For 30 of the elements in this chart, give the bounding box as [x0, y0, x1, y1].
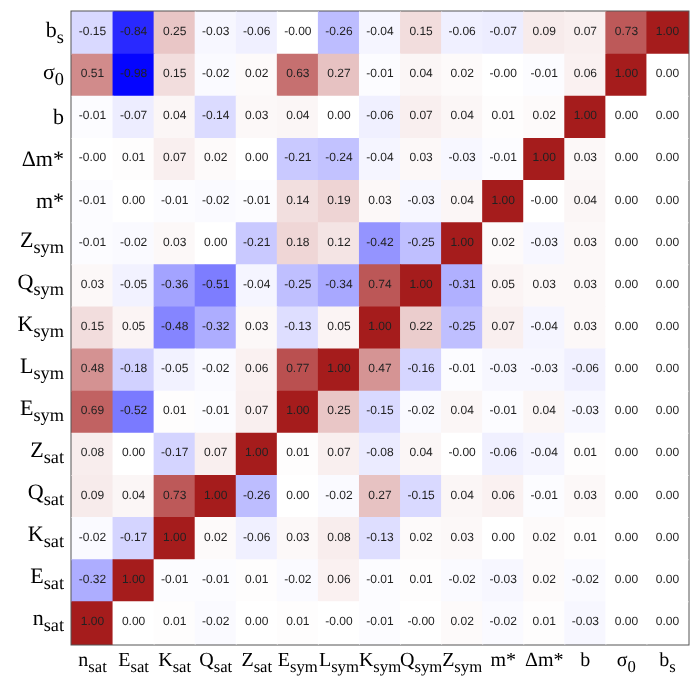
x-tick-label: Z$_{sat}$: [241, 650, 273, 681]
y-tick-label: n$_{sat}$: [32, 607, 64, 639]
y-tick-label: Q$_{sym}$: [17, 270, 64, 302]
x-tick-label: K$_{sym}$: [358, 650, 402, 681]
y-tick-label: b$_{s}$: [45, 17, 64, 49]
y-tick-label: L$_{sym}$: [20, 354, 64, 386]
x-tick-label: E$_{sym}$: [277, 650, 318, 681]
y-tick-label: K$_{sat}$: [27, 523, 64, 554]
y-tick-label: Z$_{sat}$: [30, 439, 64, 470]
y-tick-label: Δm*: [21, 147, 64, 172]
y-tick-label: Z$_{sym}$: [20, 228, 64, 259]
x-tick-label: b$_{s}$: [659, 650, 676, 681]
y-tick-label: E$_{sym}$: [20, 397, 64, 428]
x-tick-label: b: [580, 650, 591, 675]
x-tick-label: m*: [490, 650, 516, 675]
y-tick-label: E$_{sat}$: [30, 565, 64, 596]
x-tick-label: n$_{sat}$: [78, 650, 107, 681]
x-tick-label: Z$_{sym}$: [442, 650, 483, 681]
x-tick-label: Q$_{sat}$: [199, 650, 233, 681]
y-tick-label: m*: [35, 189, 64, 214]
x-tick-label: Δm*: [525, 650, 564, 675]
y-tick-label: σ$_{0}$: [42, 60, 64, 91]
x-tick-label: L$_{sym}$: [318, 650, 359, 681]
y-tick-label: b: [53, 105, 64, 130]
x-tick-label: Q$_{sym}$: [399, 650, 443, 681]
x-tick-label: E$_{sat}$: [118, 650, 149, 681]
y-tick-label: Q$_{sat}$: [27, 481, 64, 512]
y-tick-label: K$_{sym}$: [17, 312, 64, 344]
x-tick-label: σ$_{0}$: [616, 650, 636, 681]
x-tick-label: K$_{sat}$: [158, 650, 192, 681]
